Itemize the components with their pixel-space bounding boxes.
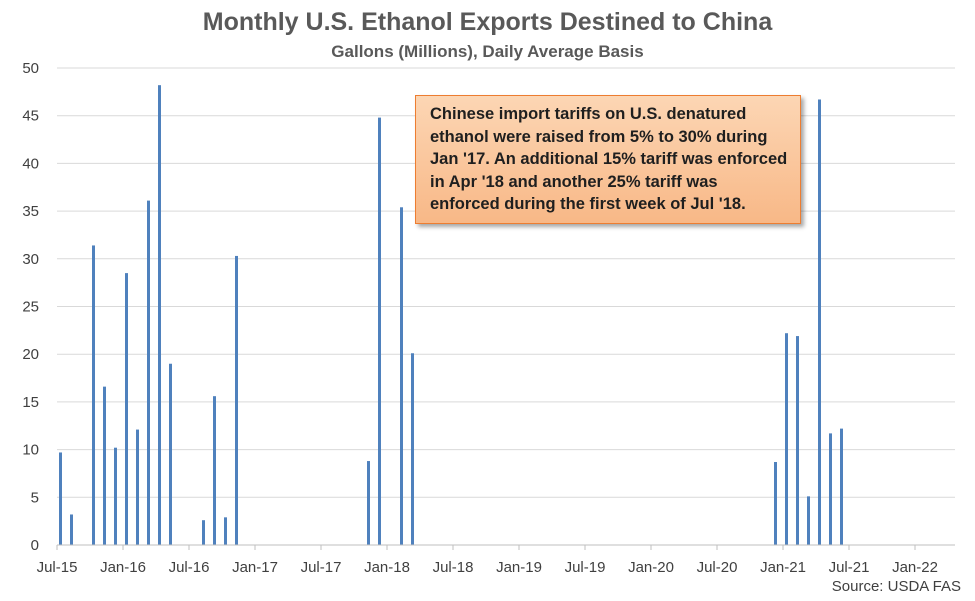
bar: [147, 200, 150, 545]
x-tick-label: Jan-21: [760, 559, 806, 576]
x-tick-label: Jul-19: [565, 559, 606, 576]
x-tick-label: Jul-17: [301, 559, 342, 576]
x-tick-label: Jan-17: [232, 559, 278, 576]
bar: [224, 517, 227, 545]
bar: [158, 85, 161, 545]
y-tick-label: 35: [22, 203, 39, 220]
tariff-annotation: Chinese import tariffs on U.S. denatured…: [415, 95, 801, 224]
y-tick-label: 25: [22, 299, 39, 316]
bar: [796, 336, 799, 545]
bar: [378, 117, 381, 545]
x-tick-label: Jan-19: [496, 559, 542, 576]
x-tick-label: Jan-18: [364, 559, 410, 576]
x-tick-label: Jan-20: [628, 559, 674, 576]
bar: [103, 386, 106, 545]
bar: [114, 447, 117, 545]
bar: [59, 452, 62, 545]
bar: [807, 496, 810, 545]
x-tick-label: Jul-21: [829, 559, 870, 576]
bar: [70, 514, 73, 545]
bar: [829, 433, 832, 545]
bar: [367, 461, 370, 545]
y-tick-label: 40: [22, 155, 39, 172]
bar: [785, 333, 788, 545]
bar: [202, 520, 205, 545]
x-tick-label: Jul-15: [37, 559, 78, 576]
x-tick-label: Jul-20: [697, 559, 738, 576]
y-tick-label: 5: [31, 489, 39, 506]
y-axis-ticks: 0 5 10 15 20 25 30 35 40 45 50: [22, 60, 39, 554]
y-tick-label: 15: [22, 394, 39, 411]
bar: [774, 462, 777, 545]
x-axis-ticks: Jul-15 Jan-16 Jul-16 Jan-17 Jul-17 Jan-18 Jul-…: [37, 545, 938, 576]
bar: [213, 396, 216, 545]
y-tick-label: 0: [31, 537, 39, 554]
y-tick-label: 30: [22, 251, 39, 268]
bars: [59, 85, 843, 546]
bar: [840, 428, 843, 545]
bar: [136, 429, 139, 545]
bar: [411, 353, 414, 545]
bar: [169, 363, 172, 545]
chart-title: Monthly U.S. Ethanol Exports Destined to…: [202, 8, 773, 36]
bar: [400, 207, 403, 545]
chart-subtitle: Gallons (Millions), Daily Average Basis: [331, 42, 644, 61]
bar: [125, 273, 128, 545]
bar: [235, 255, 238, 546]
bar: [818, 99, 821, 546]
x-tick-label: Jan-16: [100, 559, 146, 576]
x-tick-label: Jan-22: [892, 559, 938, 576]
bar: [92, 245, 95, 545]
source-note: Source: USDA FAS: [831, 578, 961, 595]
y-tick-label: 20: [22, 346, 39, 363]
y-tick-label: 50: [22, 60, 39, 77]
y-tick-label: 45: [22, 108, 39, 125]
x-tick-label: Jul-18: [433, 559, 474, 576]
x-tick-label: Jul-16: [169, 559, 210, 576]
y-tick-label: 10: [22, 442, 39, 459]
